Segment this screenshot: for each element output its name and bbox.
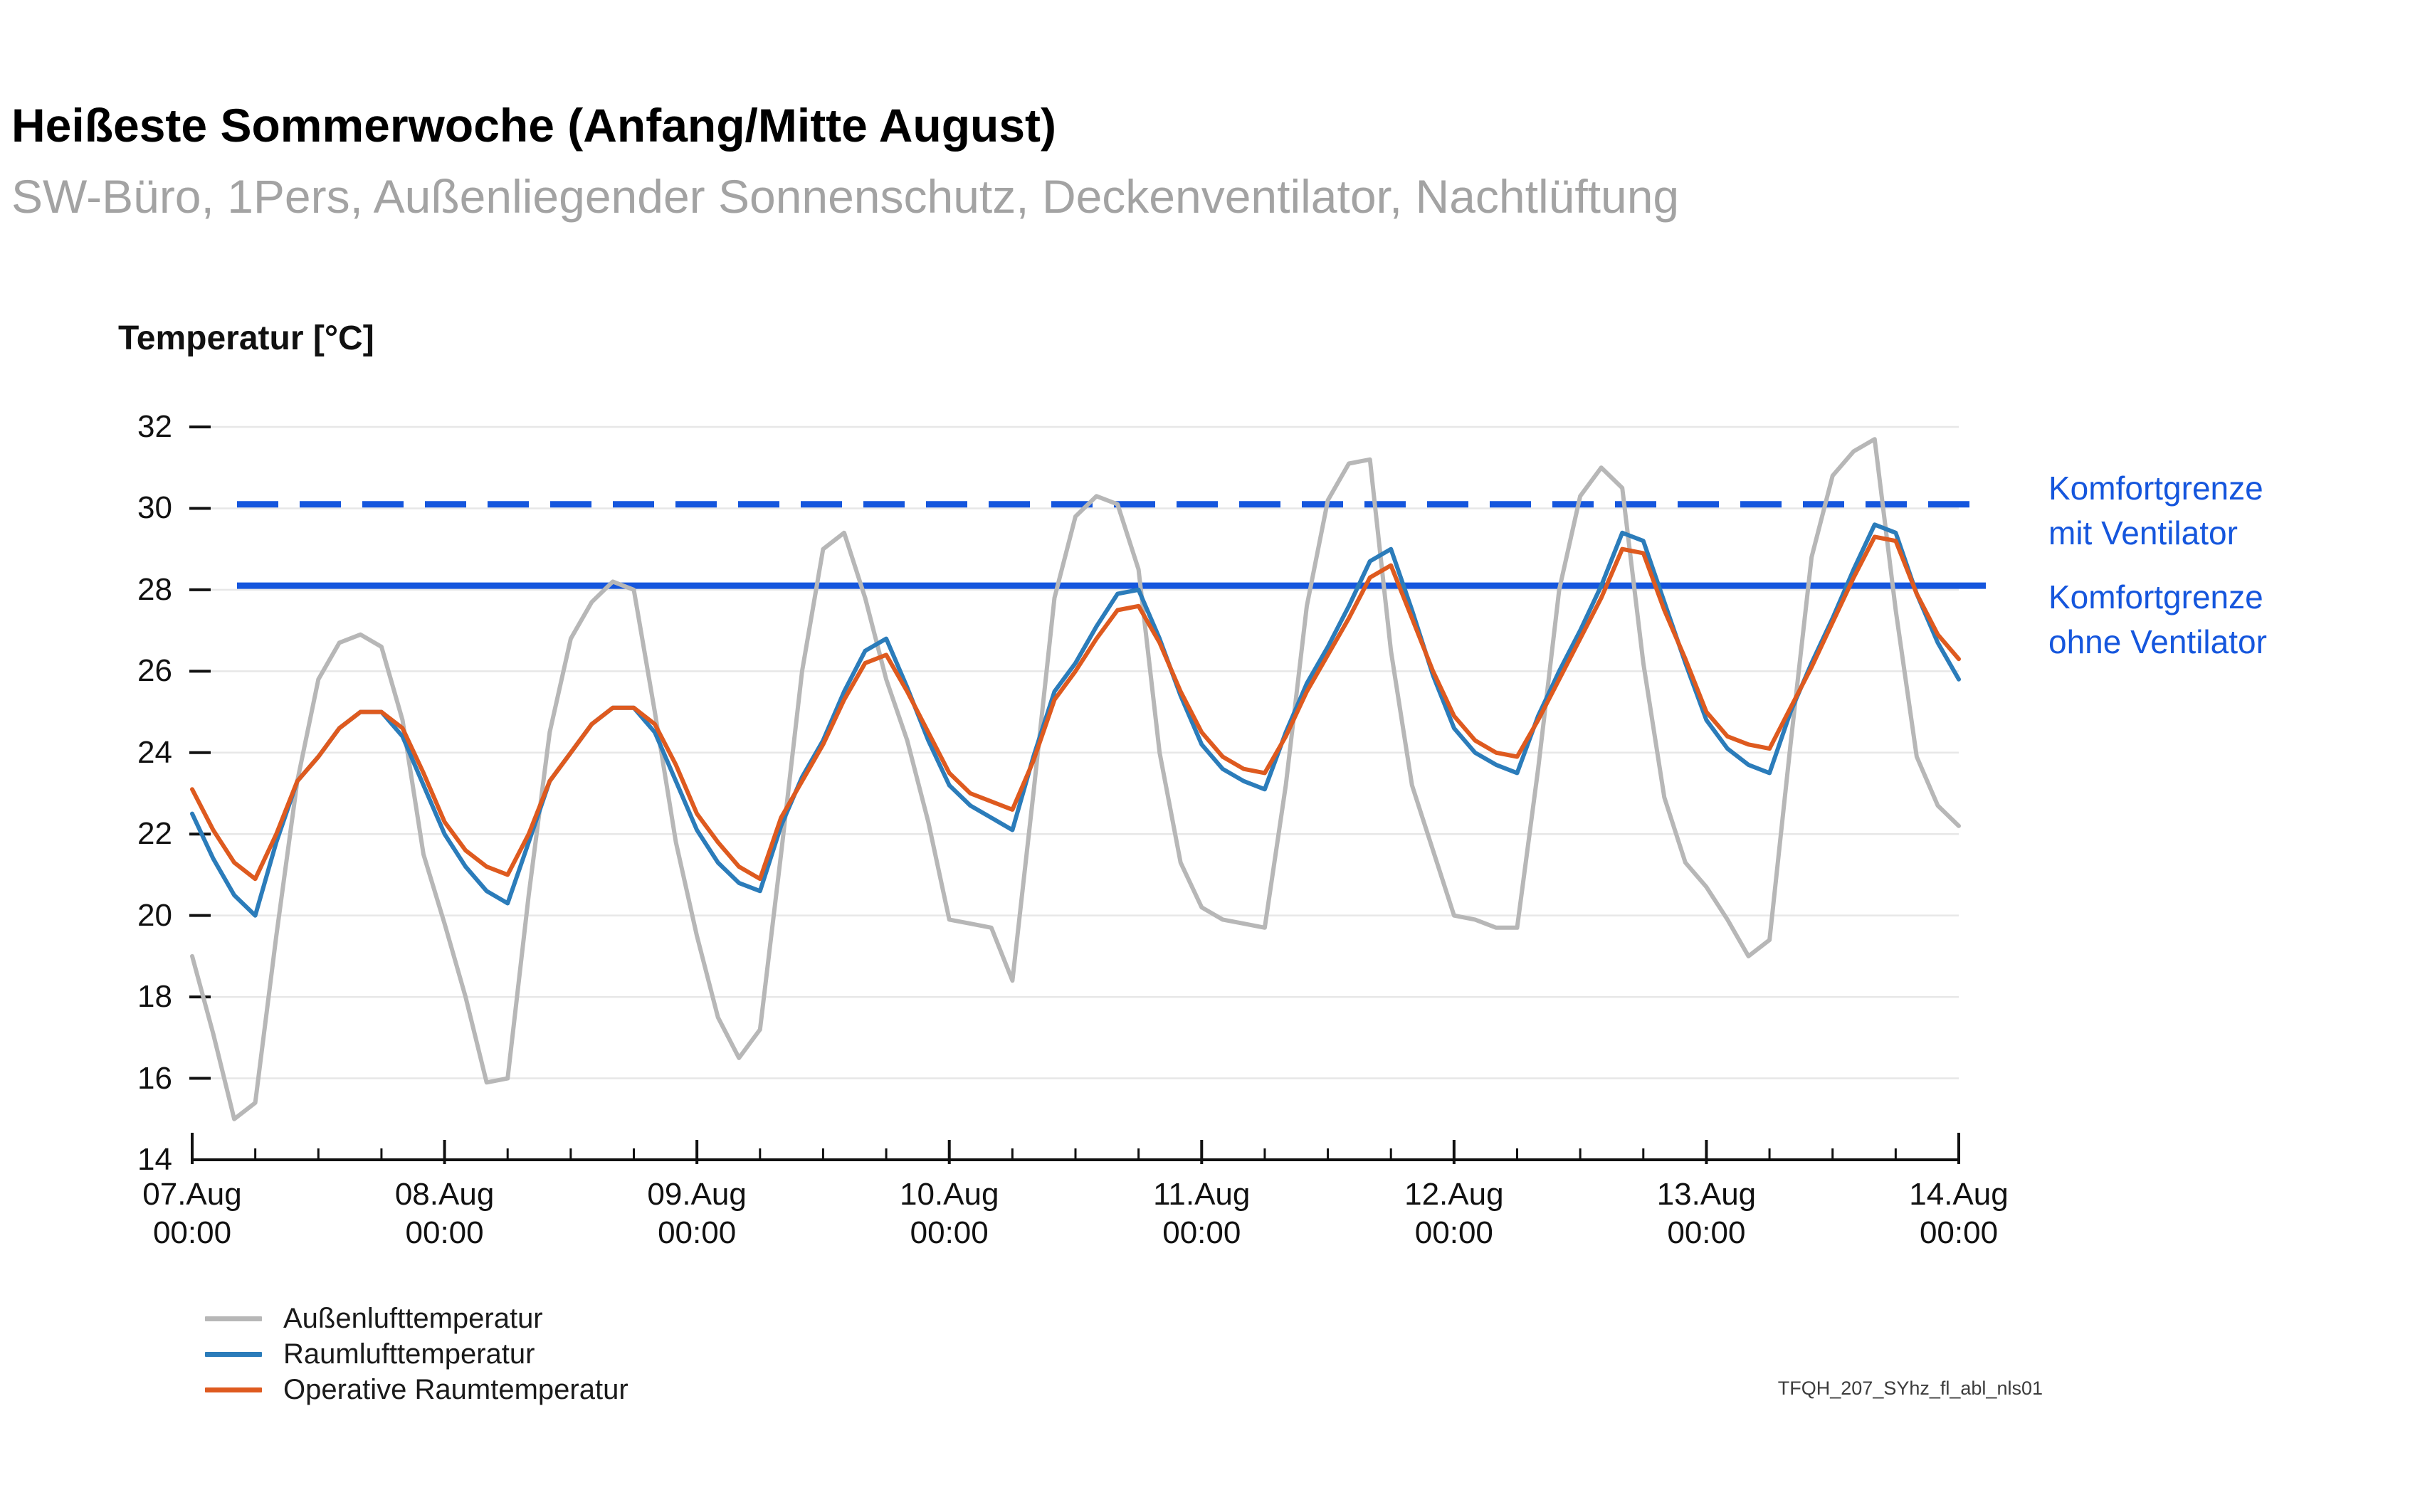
x-tick-date: 08.Aug xyxy=(394,1177,495,1212)
y-tick-label-20: 20 xyxy=(137,897,172,933)
y-tick-label-16: 16 xyxy=(137,1060,172,1096)
x-tick-time: 00:00 xyxy=(1162,1215,1241,1250)
legend: Außenlufttemperatur Raumlufttemperatur O… xyxy=(205,1301,628,1407)
legend-item-raumlufttemperatur: Raumlufttemperatur xyxy=(205,1336,628,1372)
legend-label-aussenlufttemperatur: Außenlufttemperatur xyxy=(283,1302,543,1334)
legend-item-aussenlufttemperatur: Außenlufttemperatur xyxy=(205,1301,628,1336)
x-tick-time: 00:00 xyxy=(405,1215,484,1250)
y-tick-label-24: 24 xyxy=(137,734,172,770)
x-tick-time: 00:00 xyxy=(910,1215,989,1250)
y-axis-title: Temperatur [°C] xyxy=(118,319,374,357)
comfort-limit-label-with-fan-line1: Komfortgrenze xyxy=(2048,470,2263,507)
series-operative-raumtemperatur-line xyxy=(190,534,1961,882)
series-aussenlufttemperatur-line xyxy=(190,437,1961,1121)
legend-swatch-operative-raumtemperatur xyxy=(205,1387,262,1392)
x-tick-date: 13.Aug xyxy=(1656,1177,1757,1212)
x-tick-date: 07.Aug xyxy=(142,1177,242,1212)
x-tick-date: 10.Aug xyxy=(899,1177,999,1212)
x-tick-label-11.Aug: 11.Aug 00:00 xyxy=(1116,1175,1287,1252)
legend-swatch-raumlufttemperatur xyxy=(205,1351,262,1357)
y-tick-label-18: 18 xyxy=(137,979,172,1015)
y-tick-label-14: 14 xyxy=(137,1142,172,1177)
legend-swatch-aussenlufttemperatur xyxy=(205,1316,262,1321)
x-tick-date: 14.Aug xyxy=(1909,1177,2009,1212)
figure-subtitle: SW-Büro, 1Pers, Außenliegender Sonnensch… xyxy=(11,170,1680,223)
legend-label-operative-raumtemperatur: Operative Raumtemperatur xyxy=(283,1373,628,1405)
x-tick-label-09.Aug: 09.Aug 00:00 xyxy=(611,1175,782,1252)
x-tick-time: 00:00 xyxy=(1919,1215,1999,1250)
comfort-limit-label-with-fan-line2: mit Ventilator xyxy=(2048,514,2238,551)
x-tick-label-10.Aug: 10.Aug 00:00 xyxy=(864,1175,1035,1252)
figure-title: Heißeste Sommerwoche (Anfang/Mitte Augus… xyxy=(11,99,1057,152)
series-raumlufttemperatur-line xyxy=(190,522,1961,918)
x-tick-time: 00:00 xyxy=(1414,1215,1493,1250)
x-tick-date: 09.Aug xyxy=(647,1177,747,1212)
comfort-limit-label-with-fan: Komfortgrenze mit Ventilator xyxy=(2048,466,2263,556)
x-tick-time: 00:00 xyxy=(152,1215,232,1250)
legend-item-operative-raumtemperatur: Operative Raumtemperatur xyxy=(205,1372,628,1407)
y-tick-label-32: 32 xyxy=(137,409,172,444)
comfort-limit-label-without-fan-line2: ohne Ventilator xyxy=(2048,623,2267,660)
x-tick-time: 00:00 xyxy=(1667,1215,1746,1250)
x-tick-label-08.Aug: 08.Aug 00:00 xyxy=(359,1175,530,1252)
y-tick-label-28: 28 xyxy=(137,571,172,607)
y-tick-label-26: 26 xyxy=(137,653,172,689)
x-tick-label-13.Aug: 13.Aug 00:00 xyxy=(1621,1175,1792,1252)
x-tick-label-07.Aug: 07.Aug 00:00 xyxy=(107,1175,278,1252)
comfort-limit-label-without-fan: Komfortgrenze ohne Ventilator xyxy=(2048,575,2267,665)
x-tick-time: 00:00 xyxy=(658,1215,737,1250)
x-tick-date: 11.Aug xyxy=(1153,1177,1251,1212)
x-tick-label-14.Aug: 14.Aug 00:00 xyxy=(1873,1175,2044,1252)
y-tick-label-22: 22 xyxy=(137,816,172,852)
comfort-limit-label-without-fan-line1: Komfortgrenze xyxy=(2048,578,2263,615)
y-tick-label-30: 30 xyxy=(137,490,172,526)
simulation-code-footnote: TFQH_207_SYhz_fl_abl_nls01 xyxy=(1777,1378,2043,1399)
x-tick-date: 12.Aug xyxy=(1404,1177,1504,1212)
legend-label-raumlufttemperatur: Raumlufttemperatur xyxy=(283,1338,535,1370)
x-tick-label-12.Aug: 12.Aug 00:00 xyxy=(1369,1175,1540,1252)
